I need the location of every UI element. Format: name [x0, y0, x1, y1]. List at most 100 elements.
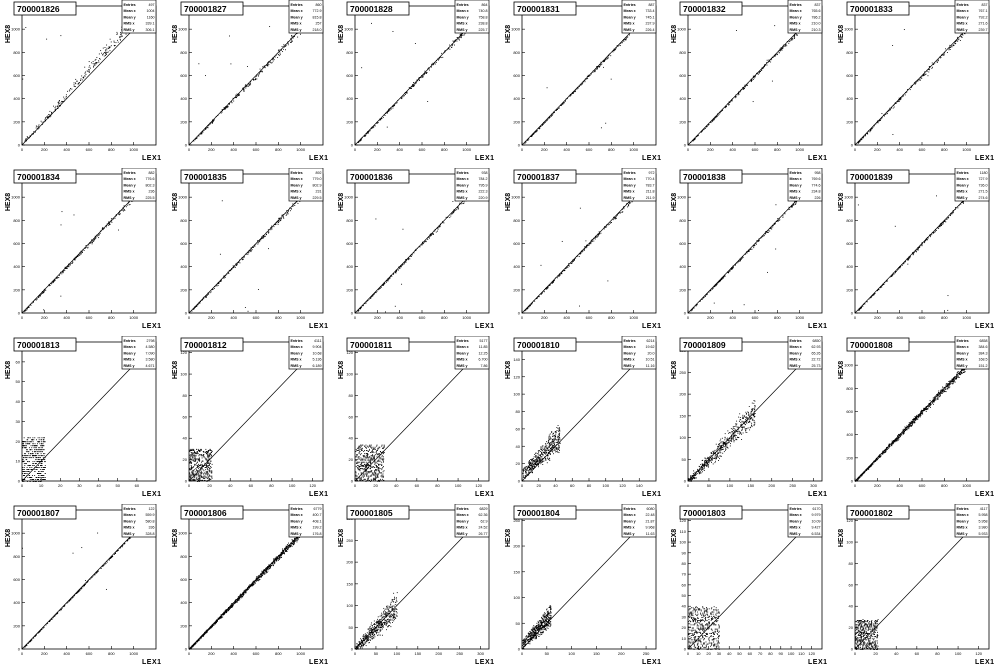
data-point	[552, 112, 554, 114]
data-point	[713, 285, 715, 287]
stats-label: Mean x	[124, 177, 136, 181]
data-point	[82, 77, 84, 79]
data-point	[28, 437, 30, 439]
data-point	[574, 257, 576, 259]
data-point	[53, 110, 55, 112]
data-point	[383, 282, 385, 283]
data-point	[614, 218, 616, 220]
data-point	[580, 84, 582, 86]
data-point	[43, 467, 45, 468]
data-point	[364, 468, 366, 470]
x-tick-label: 400	[230, 315, 237, 320]
data-point	[930, 67, 932, 69]
data-point	[224, 274, 226, 276]
data-point	[913, 82, 915, 83]
data-point	[791, 37, 793, 39]
stats-value: 767.1	[978, 9, 987, 13]
data-point	[622, 39, 624, 41]
data-point	[597, 65, 599, 67]
data-point	[360, 447, 362, 449]
data-point	[201, 455, 203, 457]
data-point	[64, 270, 66, 271]
y-tick-label: 20	[182, 457, 187, 462]
data-point	[40, 469, 42, 470]
data-point	[428, 237, 430, 239]
data-point	[193, 463, 195, 465]
data-point	[29, 465, 31, 467]
data-point	[369, 129, 371, 131]
data-point	[942, 222, 944, 224]
stats-label: Mean y	[790, 183, 802, 187]
data-point	[748, 250, 750, 252]
data-point	[915, 251, 917, 253]
stats-value: 238.8	[479, 22, 488, 26]
data-point	[200, 476, 202, 478]
data-point	[208, 463, 210, 465]
data-point	[400, 265, 402, 267]
title-box	[679, 1, 743, 16]
data-point	[788, 206, 790, 208]
data-point	[546, 287, 548, 289]
data-point	[374, 447, 376, 449]
data-point	[299, 33, 301, 35]
data-point	[257, 75, 259, 77]
y-tick-label: 400	[180, 96, 187, 101]
data-point	[408, 87, 410, 89]
data-point	[195, 138, 197, 139]
data-point	[392, 106, 393, 108]
data-point	[769, 60, 770, 62]
data-point	[529, 135, 531, 137]
data-point	[256, 240, 258, 241]
data-point	[602, 66, 604, 68]
stats-value: 6.189	[312, 364, 321, 368]
data-point	[199, 472, 201, 474]
data-point	[731, 98, 733, 100]
data-point	[405, 261, 407, 263]
data-point	[41, 467, 43, 468]
data-point	[192, 453, 194, 455]
data-point	[31, 467, 33, 468]
data-point	[25, 310, 27, 311]
data-point	[369, 456, 371, 458]
data-point	[37, 461, 39, 463]
data-point	[531, 135, 533, 137]
data-point	[904, 261, 906, 263]
stats-value: 222.3	[479, 190, 488, 194]
data-point	[237, 93, 239, 95]
data-point	[598, 231, 600, 233]
data-point	[551, 282, 553, 284]
data-point	[626, 36, 628, 38]
data-point	[594, 237, 596, 239]
data-point	[252, 78, 253, 80]
y-tick-label: 400	[513, 264, 520, 269]
data-point	[241, 259, 243, 261]
data-point	[862, 137, 863, 139]
data-point	[358, 458, 360, 460]
data-point	[602, 60, 604, 62]
data-point	[713, 119, 715, 121]
data-point	[926, 69, 927, 71]
data-point	[584, 81, 585, 83]
data-point	[422, 76, 424, 78]
data-point	[364, 459, 366, 461]
data-point	[265, 64, 267, 66]
data-point	[770, 227, 772, 229]
data-point	[427, 237, 429, 239]
data-point	[895, 271, 897, 273]
y-axis-title: HEX8	[671, 25, 678, 43]
data-point	[198, 481, 200, 482]
y-tick-label: 60	[182, 414, 187, 419]
data-point	[923, 74, 925, 76]
data-point	[890, 276, 892, 277]
plot-title: 700001831	[517, 4, 560, 14]
data-point	[197, 453, 199, 455]
data-point	[948, 47, 950, 48]
data-point	[191, 479, 192, 481]
data-point	[372, 127, 374, 129]
data-point	[96, 62, 98, 64]
y-tick-label: 20	[16, 439, 21, 444]
data-point	[80, 253, 82, 255]
x-tick-label: 600	[752, 147, 759, 152]
data-point	[208, 456, 210, 458]
stats-value: 4.671	[146, 364, 155, 368]
